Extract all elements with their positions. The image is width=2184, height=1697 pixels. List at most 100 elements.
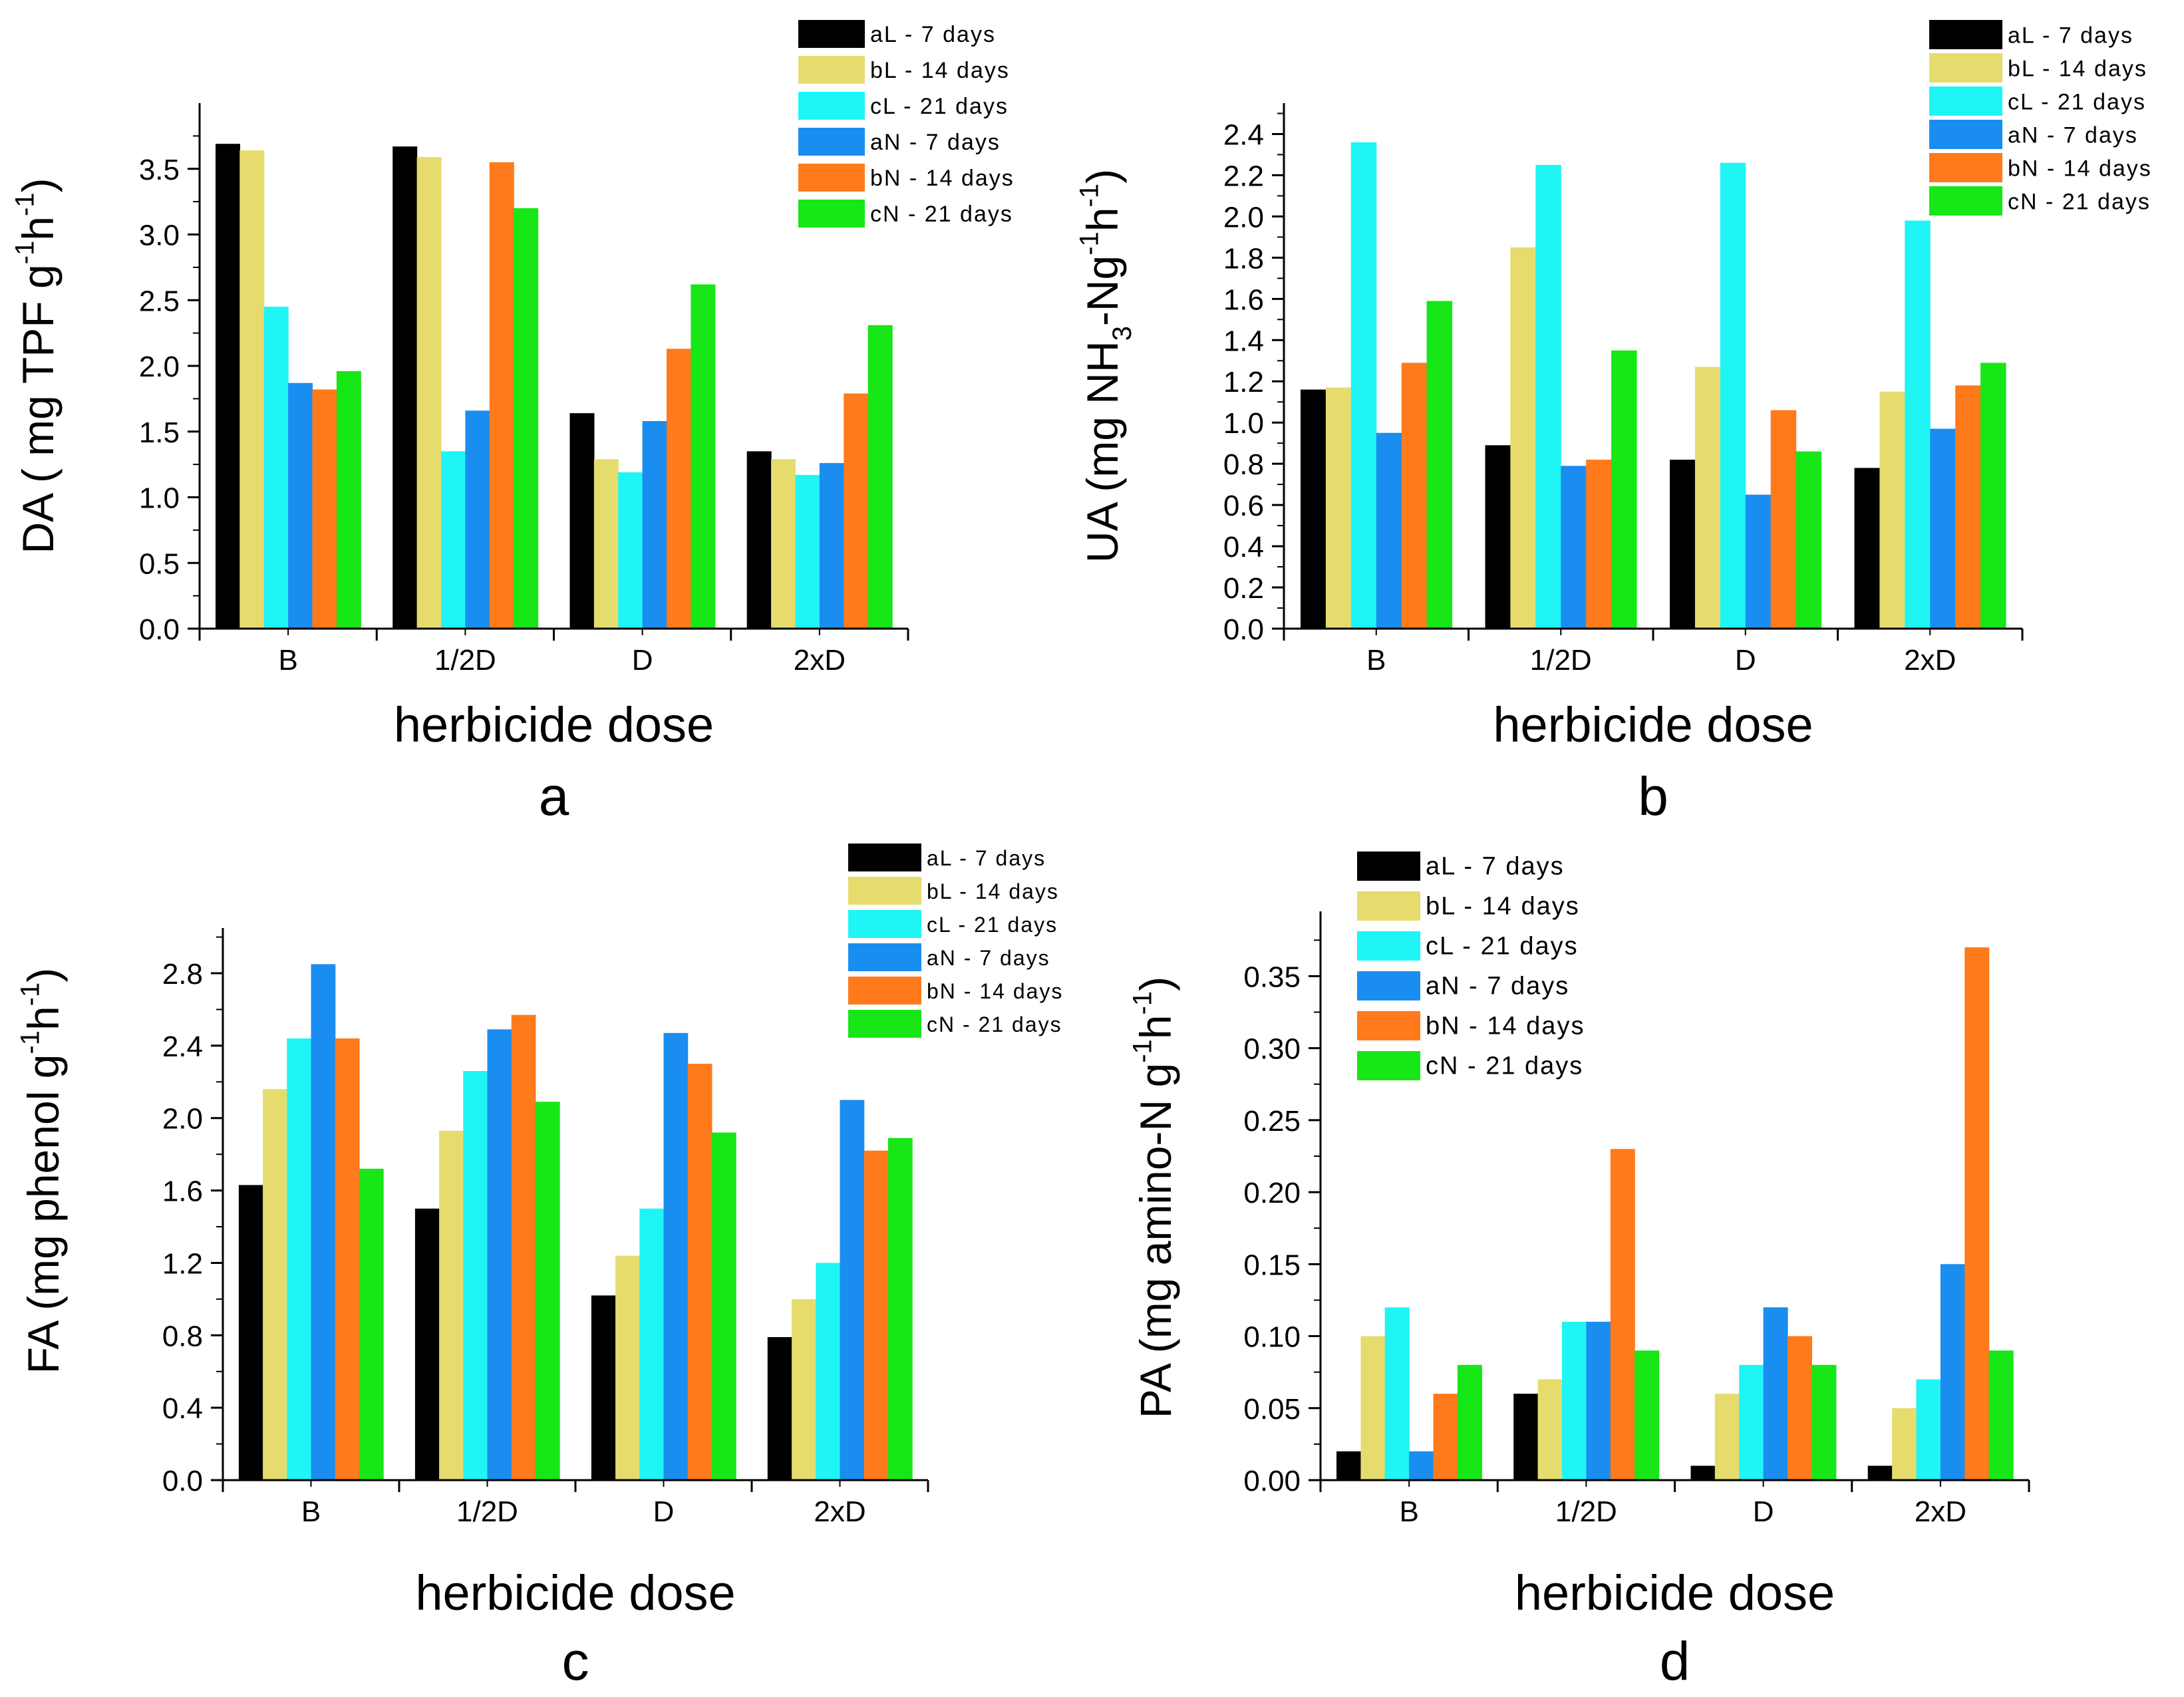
bar-c-s1-c2 [615,1255,640,1480]
bar-b-s2-c1 [1535,164,1561,629]
legend-swatch [798,200,865,228]
bar-c-s0-c2 [591,1295,616,1480]
legend-swatch [798,164,865,192]
y-tick-label: 1.6 [162,1175,203,1208]
bar-a-s5-c0 [336,371,361,629]
y-axis-label-part: h [1131,1014,1180,1039]
bar-b-s1-c1 [1510,247,1536,629]
y-axis-label-part: -1 [1128,1039,1157,1063]
bar-a-s4-c2 [667,349,691,629]
bar-a-s3-c1 [465,410,490,629]
legend-swatch [848,1010,921,1038]
y-axis-label-part: -1 [10,241,39,265]
y-tick-label: 0.6 [1223,490,1264,522]
legend-swatch [1929,186,2002,216]
legend-swatch [1929,53,2002,82]
bar-d-s2-c3 [1916,1379,1941,1480]
bar-d-s3-c0 [1409,1451,1434,1480]
legend: aL - 7 days bL - 14 days cL - 21 days aN - … [798,20,1013,228]
bar-b-s4-c3 [1955,385,1981,629]
y-tick-label: 0.2 [1223,572,1264,605]
legend-label: cL - 21 days [870,94,1009,119]
bar-a-s0-c3 [746,451,772,629]
legend-label: aL - 7 days [927,846,1046,870]
bar-a-s1-c3 [771,459,796,629]
bar-a-s3-c3 [819,463,844,629]
chart-panel-b: 0.0 0.2 0.4 0.6 0.8 1.0 1.2 1.4 1.6 1.8 2.0 2.2 2.4 B… [1074,20,2151,827]
bar-c-s3-c1 [487,1029,512,1480]
bar-c-s1-c1 [439,1130,464,1480]
bar-c-s4-c2 [687,1064,712,1480]
x-tick-label: D [632,644,653,677]
y-tick-label: 3.5 [139,154,180,186]
bar-b-s4-c0 [1401,363,1428,629]
legend-swatch [1929,86,2002,116]
legend-swatch [798,56,865,84]
bar-c-s2-c2 [639,1208,665,1480]
y-tick-label: 0.35 [1243,961,1301,993]
legend-label: aL - 7 days [1426,852,1565,880]
bar-c-s5-c2 [711,1132,736,1480]
bar-b-s0-c0 [1301,389,1326,629]
bar-d-s1-c1 [1537,1379,1563,1480]
y-axis-label-part: ) [13,178,63,192]
bar-a-s4-c1 [489,162,514,629]
legend: aL - 7 days bL - 14 days cL - 21 days aN - … [1357,851,1583,1080]
y-tick-label: 2.8 [162,958,203,991]
bar-c-s3-c0 [311,964,336,1480]
legend-label: bN - 14 days [2008,156,2152,181]
x-tick-label: B [301,1495,321,1528]
bar-a-s5-c3 [867,325,893,629]
y-tick-label: 0.0 [139,613,180,646]
chart-panel-d: 0.00 0.05 0.10 0.15 0.20 0.25 0.30 0.35 B 1/2D D 2x… [1128,851,2030,1692]
chart-panel-a: 0.0 0.5 1.0 1.5 2.0 2.5 3.0 3.5 B 1/2D D 2xD DA ( mg… [10,20,1013,827]
panel-label: d [1660,1631,1690,1692]
x-tick-label: D [1735,644,1756,677]
legend-label: aN - 7 days [2008,122,2138,148]
legend-label: aN - 7 days [870,130,1001,155]
x-tick-label: D [653,1495,675,1528]
x-tick-label: 2xD [1915,1495,1966,1528]
legend-label: cN - 21 days [927,1012,1062,1036]
legend-label: bL - 14 days [2008,56,2147,81]
legend-swatch [1929,20,2002,49]
y-tick-label: 1.0 [139,482,180,515]
bar-a-s1-c2 [593,459,619,629]
bar-b-s5-c0 [1426,301,1453,629]
panel-label: c [562,1631,589,1692]
bar-d-s1-c0 [1360,1336,1386,1480]
bar-a-s0-c0 [216,144,240,629]
bar-d-s1-c2 [1714,1394,1740,1480]
chart-panel-c: 0.0 0.4 0.8 1.2 1.6 2.0 2.4 2.8 B 1/2D D 2xD FA (mg … [15,844,1062,1692]
x-axis-label: herbicide dose [415,1565,735,1620]
bar-d-s3-c2 [1763,1307,1788,1480]
legend-label: aN - 7 days [927,946,1050,970]
bar-b-s5-c1 [1611,350,1637,629]
y-tick-label: 1.8 [1223,242,1264,275]
bar-a-s0-c1 [392,146,418,629]
y-tick-label: 0.5 [139,547,180,580]
y-axis-label: PA (mg amino-N g-1h-1) [1128,977,1180,1418]
bar-b-s0-c3 [1854,468,1880,629]
legend-label: aN - 7 days [1426,972,1569,1000]
bar-a-s0-c2 [569,413,595,629]
y-tick-label: 2.2 [1223,160,1264,192]
bar-c-s3-c2 [663,1032,689,1480]
y-tick-label: 1.0 [1223,407,1264,440]
y-tick-label: 2.0 [139,351,180,383]
x-axis-label: herbicide dose [1515,1565,1835,1620]
legend-swatch [1357,851,1420,881]
bar-d-s1-c3 [1892,1408,1917,1480]
bar-d-s0-c2 [1690,1466,1716,1480]
bar-d-s0-c1 [1513,1394,1539,1480]
legend-label: cN - 21 days [2008,189,2151,214]
legend-swatch [798,20,865,48]
x-tick-label: 2xD [814,1495,865,1528]
y-axis-label-part: UA (mg NH [1078,341,1127,563]
bar-a-s1-c1 [416,157,442,629]
bar-a-s1-c0 [239,150,265,629]
bar-c-s0-c3 [767,1337,792,1480]
legend: aL - 7 days bL - 14 days cL - 21 days aN - … [1929,20,2152,216]
x-tick-label: 1/2D [1555,1495,1617,1528]
